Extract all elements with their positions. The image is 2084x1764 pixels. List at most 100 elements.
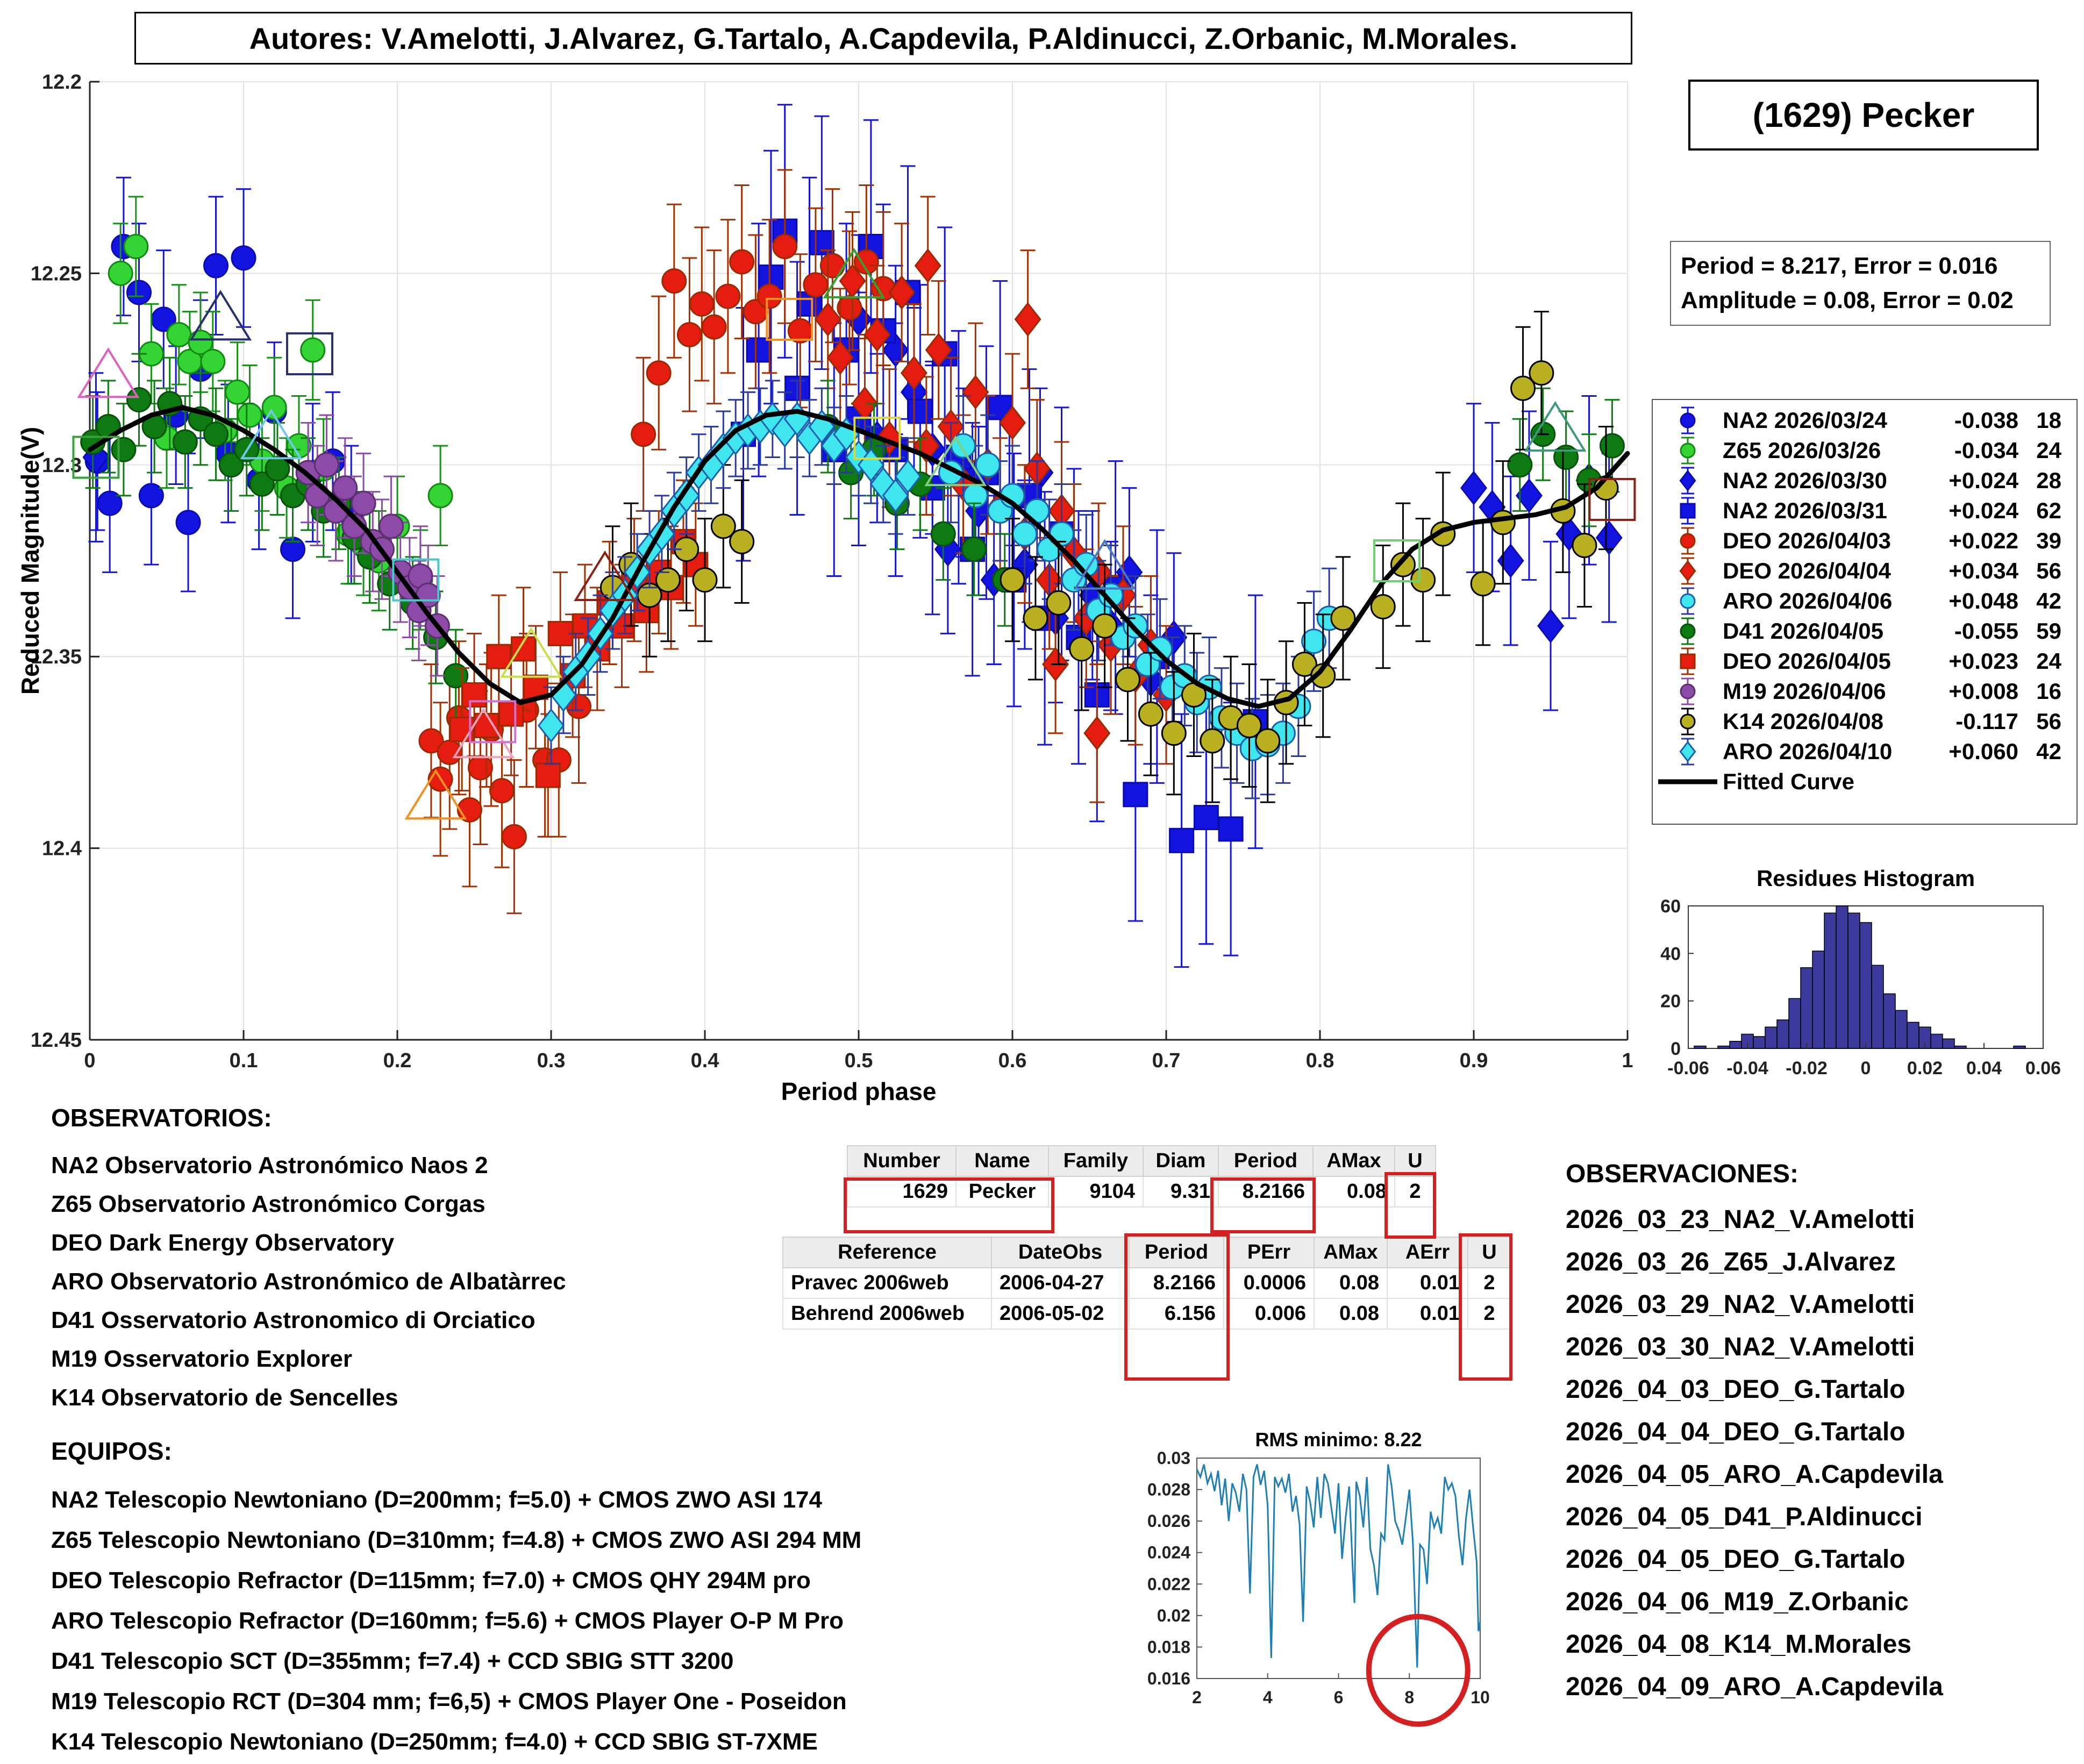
table-cell: 6.156 bbox=[1129, 1298, 1224, 1330]
data-point bbox=[907, 398, 933, 424]
observacion-item: 2026_04_03_DEO_G.Tartalo bbox=[1566, 1375, 1905, 1404]
observatorio-item: Z65 Observatorio Astronómico Corgas bbox=[51, 1191, 486, 1217]
data-point bbox=[1572, 532, 1597, 558]
data-point bbox=[1193, 805, 1219, 831]
legend-marker-svg bbox=[1680, 406, 1696, 434]
observatorio-item: K14 Observatorio de Sencelles bbox=[51, 1384, 398, 1411]
fit-amplitude-line: Amplitude = 0.08, Error = 0.02 bbox=[1681, 287, 2014, 313]
hist-bar bbox=[1859, 922, 1872, 1049]
observacion-item: 2026_03_23_NA2_V.Amelotti bbox=[1566, 1205, 1915, 1234]
data-point bbox=[498, 701, 524, 727]
table-cell: Pecker bbox=[955, 1176, 1049, 1208]
data-point bbox=[814, 302, 841, 337]
rms-y-tick-label: 0.03 bbox=[1157, 1448, 1190, 1468]
observacion-item: 2026_04_06_M19_Z.Orbanic bbox=[1566, 1588, 1909, 1616]
legend-offset: -0.034 bbox=[1954, 438, 2018, 463]
equipo-item: ARO Telescopio Refractor (D=160mm; f=5.6… bbox=[51, 1608, 844, 1634]
hist-x-tick-label: 0.04 bbox=[1966, 1058, 2002, 1079]
rms-y-tick-label: 0.028 bbox=[1147, 1480, 1190, 1499]
y-tick-label: 12.35 bbox=[31, 646, 82, 668]
summary-table-wrap: Number Name Family Diam Period AMax U 1629 Pecke… bbox=[847, 1145, 1436, 1208]
data-point bbox=[701, 314, 727, 340]
rms-line bbox=[1196, 1464, 1481, 1668]
hist-bar bbox=[1717, 1045, 1730, 1049]
data-point bbox=[1083, 716, 1111, 751]
legend-label: NA2 2026/03/31 bbox=[1723, 498, 1887, 523]
hist-bar bbox=[1871, 965, 1884, 1049]
legend-label: DEO 2026/04/03 bbox=[1723, 528, 1891, 553]
outlier-square bbox=[766, 297, 813, 341]
rms-y-tick-label: 0.022 bbox=[1147, 1574, 1190, 1594]
legend-label: NA2 2026/03/24 bbox=[1723, 408, 1887, 433]
data-point bbox=[1092, 613, 1118, 639]
observatorio-item: M19 Osservatorio Explorer bbox=[51, 1346, 353, 1372]
data-point bbox=[351, 490, 376, 516]
authors-title: Autores: V.Amelotti, J.Alvarez, G.Tartal… bbox=[134, 12, 1632, 65]
fitted-curve bbox=[87, 405, 1630, 709]
table-cell: 0.08 bbox=[1314, 1267, 1388, 1299]
legend-label: Z65 2026/03/26 bbox=[1723, 438, 1881, 463]
legend-line-svg bbox=[1658, 779, 1717, 784]
x-tick-label: 1 bbox=[1622, 1049, 1633, 1072]
legend-label: NA2 2026/03/30 bbox=[1723, 468, 1887, 493]
data-point bbox=[1169, 827, 1195, 853]
legend-circle-icon bbox=[1653, 586, 1723, 616]
outlier-triangle bbox=[1073, 539, 1136, 590]
x-tick-label: 0.8 bbox=[1306, 1049, 1334, 1072]
legend-row: NA2 2026/03/30 +0.024 28 bbox=[1653, 466, 2076, 496]
data-point bbox=[501, 824, 527, 849]
data-point bbox=[1470, 571, 1496, 597]
equipo-item: DEO Telescopio Refractor (D=115mm; f=7.0… bbox=[51, 1567, 811, 1594]
legend-count: 18 bbox=[2036, 408, 2061, 433]
outlier-triangle bbox=[499, 627, 562, 678]
hist-bar bbox=[1895, 1010, 1908, 1049]
fit-parameters-box: Period = 8.217, Error = 0.016 Amplitude … bbox=[1670, 241, 2051, 326]
table-row: 1629 Pecker 9104 9.31 8.2166 0.08 2 bbox=[847, 1176, 1436, 1208]
hist-bar bbox=[1800, 967, 1813, 1049]
data-point bbox=[537, 708, 565, 743]
data-point bbox=[1255, 728, 1281, 754]
authors-title-text: Autores: V.Amelotti, J.Alvarez, G.Tartal… bbox=[249, 21, 1518, 55]
legend-circle-icon bbox=[1653, 616, 1723, 646]
legend-row: NA2 2026/03/24 -0.038 18 bbox=[1653, 405, 2076, 435]
legend-label: D41 2026/04/05 bbox=[1723, 618, 1883, 644]
observatorios-block: OBSERVATORIOS: NA2 Observatorio Astronóm… bbox=[51, 1103, 566, 1417]
table-cell: 9104 bbox=[1048, 1176, 1144, 1208]
table-header-row: Number Name Family Diam Period AMax U bbox=[847, 1145, 1436, 1177]
data-point bbox=[869, 467, 897, 502]
data-point bbox=[1236, 713, 1262, 739]
rms-x-tick-label: 8 bbox=[1404, 1688, 1414, 1707]
col-header-amax: AMax bbox=[1314, 1237, 1388, 1268]
data-point bbox=[962, 375, 989, 410]
legend-diamond-icon bbox=[1653, 466, 1723, 496]
data-point bbox=[1147, 636, 1173, 662]
data-point bbox=[1115, 667, 1140, 692]
data-point bbox=[1537, 609, 1565, 644]
data-point bbox=[646, 360, 672, 386]
hist-bar bbox=[1812, 951, 1825, 1049]
equipo-item: K14 Telescopio Newtoniano (D=250mm; f=4.… bbox=[51, 1729, 818, 1755]
equipo-item: NA2 Telescopio Newtoniano (D=200mm; f=5.… bbox=[51, 1487, 822, 1513]
table-cell: 2006-04-27 bbox=[991, 1267, 1130, 1299]
col-header-name: Name bbox=[955, 1145, 1049, 1177]
data-point bbox=[126, 280, 152, 305]
legend-row: ARO 2026/04/10 +0.060 42 bbox=[1653, 737, 2076, 767]
legend-marker-svg bbox=[1680, 437, 1696, 465]
legend-row: DEO 2026/04/04 +0.034 56 bbox=[1653, 556, 2076, 586]
data-point bbox=[249, 471, 275, 497]
hist-bar bbox=[1847, 912, 1860, 1049]
data-point bbox=[1460, 470, 1488, 505]
legend-count: 39 bbox=[2036, 528, 2061, 553]
data-point bbox=[123, 234, 149, 260]
legend-count: 42 bbox=[2036, 588, 2061, 613]
y-axis-label: Reduced Magnitude(V) bbox=[16, 427, 44, 695]
legend-count: 62 bbox=[2036, 498, 2061, 523]
rms-y-tick-label: 0.016 bbox=[1147, 1669, 1190, 1688]
data-point bbox=[175, 510, 201, 535]
data-point bbox=[914, 248, 941, 283]
observatorios-list: NA2 Observatorio Astronómico Naos 2 Z65 O… bbox=[51, 1146, 566, 1417]
references-table: Reference DateObs Period PErr AMax AErr U Prave… bbox=[782, 1237, 1511, 1330]
data-point bbox=[535, 762, 561, 788]
equipos-list: NA2 Telescopio Newtoniano (D=200mm; f=5.… bbox=[51, 1480, 861, 1762]
